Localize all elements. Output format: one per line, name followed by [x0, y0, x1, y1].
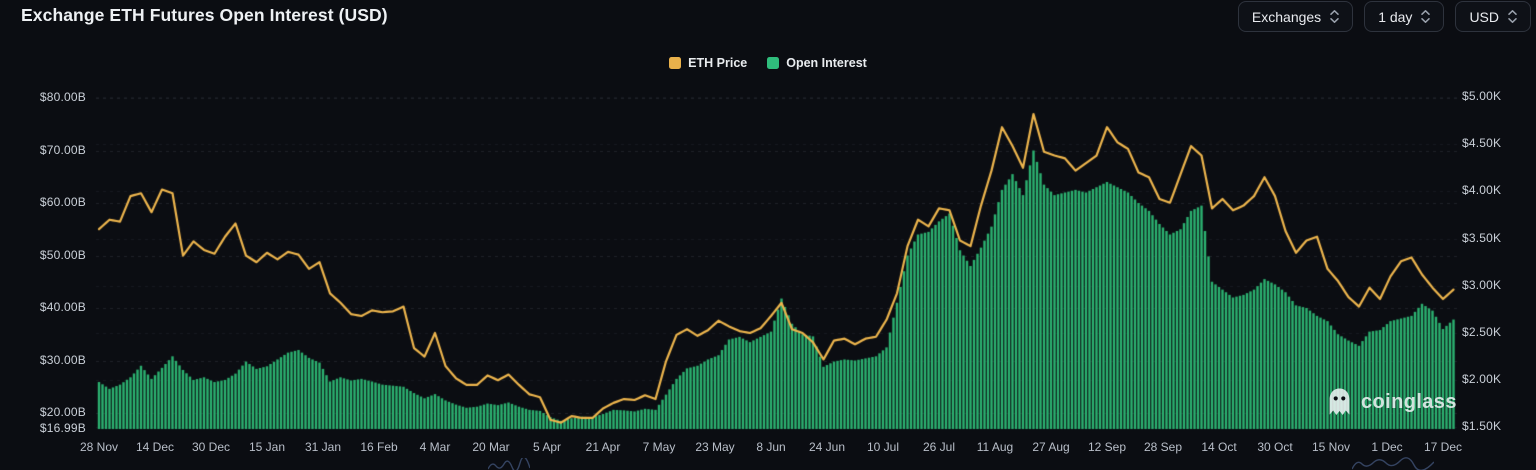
chart-legend: ETH Price Open Interest [0, 56, 1536, 70]
y-axis-label-left: $16.99B [39, 420, 86, 435]
x-axis-label: 12 Sep [1087, 440, 1127, 454]
x-axis-label: 11 Aug [976, 440, 1014, 454]
y-axis-label-right: $4.00K [1462, 183, 1502, 198]
x-axis-label: 30 Dec [191, 440, 231, 454]
eth-price-swatch [669, 57, 682, 69]
x-axis-label: 1 Dec [1371, 440, 1403, 454]
x-axis-label: 20 Mar [472, 440, 510, 454]
x-axis-label: 15 Nov [1311, 440, 1351, 454]
legend-item-eth-price[interactable]: ETH Price [669, 56, 747, 70]
y-axis-label-right: $2.50K [1462, 325, 1502, 339]
x-axis-label: 15 Jan [248, 440, 286, 454]
legend-label: Open Interest [786, 56, 867, 70]
x-axis-label: 7 May [642, 440, 676, 454]
x-axis-label: 27 Aug [1032, 440, 1070, 454]
exchanges-dropdown-label: Exchanges [1251, 8, 1322, 25]
y-axis-label-left: $30.00B [39, 352, 86, 367]
y-axis-label-left: $20.00B [39, 405, 86, 419]
x-axis-label: 10 Jul [866, 440, 900, 454]
topbar: Exchange ETH Futures Open Interest (USD)… [0, 0, 1536, 36]
x-axis-label: 4 Mar [419, 440, 451, 454]
x-axis-label: 8 Jun [756, 440, 786, 454]
x-axis-label: 24 Jun [808, 440, 846, 454]
y-axis-label-left: $50.00B [39, 247, 86, 262]
open-interest-swatch [767, 57, 780, 69]
x-axis-label: 16 Feb [360, 440, 398, 454]
page-title: Exchange ETH Futures Open Interest (USD) [21, 5, 388, 25]
x-axis-label: 31 Jan [304, 440, 342, 454]
legend-item-open-interest[interactable]: Open Interest [767, 56, 867, 70]
y-axis-label-left: $40.00B [39, 300, 86, 314]
x-axis-label: 21 Apr [585, 440, 621, 454]
chart-controls: Exchanges 1 day USD [1237, 1, 1531, 32]
x-axis-label: 14 Oct [1201, 440, 1237, 454]
chevron-up-down-icon [1330, 10, 1339, 23]
y-axis-label-right: $5.00K [1462, 89, 1502, 103]
y-axis-label-left: $70.00B [39, 142, 86, 157]
y-axis-label-right: $2.00K [1462, 372, 1502, 387]
y-axis-label-right: $1.50K [1462, 419, 1502, 434]
y-axis-label-right: $4.50K [1462, 136, 1502, 151]
y-axis-label-right: $3.50K [1462, 230, 1502, 245]
y-axis-label-left: $80.00B [39, 90, 86, 104]
currency-dropdown-label: USD [1469, 8, 1499, 25]
x-axis-label: 26 Jul [922, 440, 956, 454]
chevron-up-down-icon [1421, 10, 1431, 23]
x-axis-label: 5 Apr [532, 440, 562, 454]
currency-dropdown[interactable]: USD [1455, 1, 1531, 32]
interval-dropdown[interactable]: 1 day [1364, 1, 1445, 32]
legend-label: ETH Price [688, 56, 748, 70]
x-axis-label: 17 Dec [1423, 440, 1463, 454]
x-axis-label: 28 Sep [1143, 440, 1183, 454]
x-axis-label: 28 Nov [79, 440, 119, 454]
navigator-preview-sliver[interactable] [488, 458, 530, 470]
navigator-preview-sliver[interactable] [1352, 455, 1434, 470]
chevron-up-down-icon [1508, 10, 1517, 23]
x-axis-label: 23 May [695, 440, 735, 454]
interval-dropdown-label: 1 day [1378, 8, 1413, 25]
x-axis-label: 30 Oct [1257, 440, 1293, 454]
x-axis-label: 14 Dec [135, 440, 175, 454]
exchanges-dropdown[interactable]: Exchanges [1237, 1, 1354, 32]
y-axis-label-left: $60.00B [39, 195, 86, 209]
y-axis-label-right: $3.00K [1462, 277, 1502, 292]
